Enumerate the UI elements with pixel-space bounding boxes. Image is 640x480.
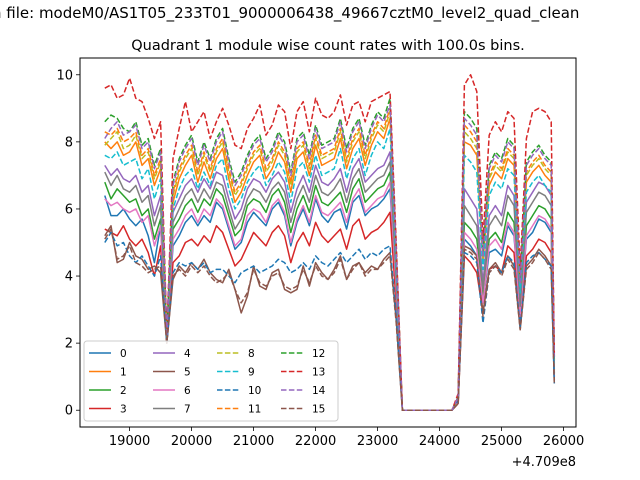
x-tick-label: 24000 bbox=[419, 434, 460, 449]
y-tick-label: 6 bbox=[65, 202, 73, 217]
x-tick-label: 23000 bbox=[357, 434, 398, 449]
legend-label-6: 6 bbox=[184, 385, 191, 397]
series-line-14 bbox=[104, 104, 556, 411]
chart-title: Quadrant 1 module wise count rates with … bbox=[131, 38, 525, 54]
y-tick-label: 8 bbox=[65, 135, 73, 150]
series-line-6 bbox=[104, 181, 556, 411]
legend-label-11: 11 bbox=[248, 404, 261, 416]
series-layer bbox=[104, 74, 556, 411]
y-axis: 0 2 4 6 8 10 bbox=[56, 68, 80, 419]
series-line-13 bbox=[104, 74, 556, 411]
legend-label-8: 8 bbox=[248, 348, 255, 360]
legend-label-7: 7 bbox=[184, 404, 191, 416]
plot-area: 19000 20000 21000 22000 23000 24000 25000 26000… bbox=[56, 57, 584, 470]
x-tick-label: 19000 bbox=[109, 434, 150, 449]
x-tick-label: 20000 bbox=[171, 434, 212, 449]
x-tick-label: 22000 bbox=[295, 434, 336, 449]
x-offset-label: +4.709e8 bbox=[512, 455, 576, 470]
legend-label-2: 2 bbox=[120, 385, 127, 397]
series-line-2 bbox=[104, 171, 556, 411]
x-axis: 19000 20000 21000 22000 23000 24000 25000 26000 bbox=[109, 427, 584, 449]
y-tick-label: 4 bbox=[65, 270, 73, 285]
x-tick-label: 21000 bbox=[233, 434, 274, 449]
legend-label-3: 3 bbox=[120, 404, 127, 416]
series-line-15 bbox=[104, 228, 556, 411]
series-line-4 bbox=[104, 151, 556, 411]
x-tick-label: 26000 bbox=[543, 434, 584, 449]
legend-label-5: 5 bbox=[184, 367, 191, 379]
legend-label-14: 14 bbox=[312, 385, 326, 397]
legend-box bbox=[83, 340, 339, 422]
legend-label-15: 15 bbox=[312, 404, 325, 416]
legend-label-12: 12 bbox=[312, 348, 325, 360]
legend-label-13: 13 bbox=[312, 367, 325, 379]
legend-label-4: 4 bbox=[184, 348, 191, 360]
series-line-11 bbox=[104, 107, 556, 411]
y-tick-label: 2 bbox=[65, 337, 73, 352]
legend-label-0: 0 bbox=[120, 348, 127, 360]
series-line-7 bbox=[104, 161, 556, 411]
axes-frame bbox=[79, 57, 577, 428]
series-line-9 bbox=[104, 127, 556, 411]
y-tick-label: 10 bbox=[56, 68, 73, 83]
legend-label-9: 9 bbox=[248, 367, 255, 379]
figure-suptitle: n file: modeM0/AS1T05_233T01_9000006438_… bbox=[0, 4, 579, 23]
legend-label-10: 10 bbox=[248, 385, 261, 397]
x-tick-label: 25000 bbox=[481, 434, 522, 449]
legend-label-1: 1 bbox=[120, 367, 127, 379]
y-tick-label: 0 bbox=[65, 404, 73, 419]
